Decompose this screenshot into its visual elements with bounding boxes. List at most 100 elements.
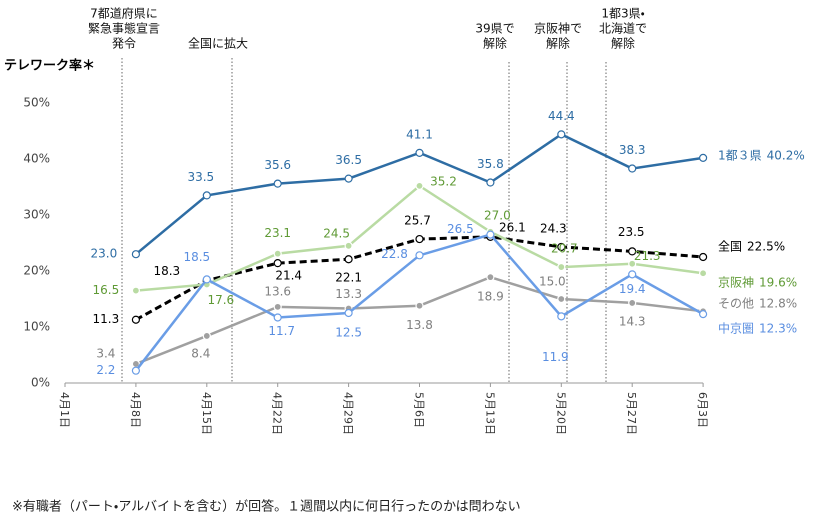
data-point xyxy=(628,164,637,173)
data-point xyxy=(628,247,637,256)
data-point xyxy=(415,181,424,190)
value-label: 3.4 xyxy=(96,346,115,360)
data-point xyxy=(486,273,495,282)
data-point xyxy=(131,286,140,295)
value-label: 35.6 xyxy=(264,158,291,172)
data-point xyxy=(131,250,140,259)
series: 3.4 8.4 13.6 13.3 13.8 18.9 15.0 14.3 その他 12.8% xyxy=(96,273,797,369)
series-name: 1都３県 xyxy=(718,149,762,163)
series: 16.5 17.6 23.1 24.5 35.2 27.0 20.7 21.3 京阪神 19.6% xyxy=(93,174,798,307)
data-point xyxy=(273,249,282,258)
data-point xyxy=(415,251,424,260)
value-label: 12.5 xyxy=(335,326,362,340)
annotation: 全国に拡大 xyxy=(188,37,248,51)
series-name: 全国 xyxy=(718,240,742,254)
y-tick-label: 40% xyxy=(23,152,50,166)
x-tick-label: 6月3日 xyxy=(696,392,709,428)
data-point xyxy=(344,255,353,264)
x-tick-label: 4月1日 xyxy=(58,392,71,428)
annotation: 解除 xyxy=(611,37,635,51)
data-point xyxy=(415,234,424,244)
data-point xyxy=(557,312,566,321)
value-label: 11.3 xyxy=(93,312,120,326)
data-point xyxy=(628,270,637,279)
data-point xyxy=(202,191,211,200)
value-label: 8.4 xyxy=(191,346,210,360)
end-value-label: 12.8% xyxy=(759,297,797,311)
value-label: 22.8 xyxy=(381,247,408,261)
value-label: 2.2 xyxy=(96,363,115,377)
x-tick-label: 4月22日 xyxy=(271,392,284,435)
value-label: 38.3 xyxy=(619,143,646,157)
value-label: 23.5 xyxy=(618,225,645,239)
value-label: 21.4 xyxy=(275,269,302,283)
annotation: 京阪神で xyxy=(534,21,582,36)
value-label: 26.1 xyxy=(499,220,526,234)
data-point xyxy=(486,230,495,239)
annotation: 解除 xyxy=(546,37,570,51)
value-label: 25.7 xyxy=(404,214,431,228)
value-label: 22.1 xyxy=(335,271,362,285)
value-label: 17.6 xyxy=(207,293,234,307)
data-point xyxy=(131,366,140,375)
data-point xyxy=(557,130,566,139)
x-tick-label: 4月29日 xyxy=(342,392,355,435)
data-point xyxy=(344,308,353,318)
x-tick-label: 5月13日 xyxy=(483,392,496,435)
value-label: 14.3 xyxy=(619,314,646,328)
series: 2.2 18.5 11.7 12.5 22.8 26.5 11.9 19.4 中京圏 12.3% xyxy=(96,222,797,377)
value-label: 16.5 xyxy=(93,283,120,297)
series-name: その他 xyxy=(718,297,754,311)
value-label: 11.9 xyxy=(542,350,569,364)
y-axis-label: テレワーク率＊ xyxy=(4,58,95,74)
data-point xyxy=(273,179,282,188)
end-value-label: 22.5% xyxy=(747,240,785,254)
data-point xyxy=(557,262,566,272)
data-point xyxy=(344,174,353,183)
annotation: 北海道で xyxy=(599,22,647,36)
data-point xyxy=(344,241,353,250)
annotation: 緊急事態宣言 xyxy=(88,21,160,36)
x-tick-label: 5月6日 xyxy=(413,392,426,428)
y-tick-label: 50% xyxy=(23,96,50,110)
data-point xyxy=(628,298,637,308)
data-point xyxy=(557,242,566,252)
value-label: 18.3 xyxy=(153,264,180,278)
value-label: 18.5 xyxy=(183,250,210,264)
value-label: 35.2 xyxy=(430,174,457,188)
data-point xyxy=(698,310,708,319)
end-value-label: 19.6% xyxy=(759,276,797,290)
annotation: 39県で xyxy=(475,22,514,36)
value-label: 35.8 xyxy=(477,157,504,171)
data-point xyxy=(698,252,708,262)
value-label: 44.4 xyxy=(548,109,575,123)
value-label: 13.3 xyxy=(335,287,362,301)
end-value-label: 40.2% xyxy=(767,149,805,163)
value-label: 36.5 xyxy=(335,153,362,167)
annotation: 解除 xyxy=(483,37,507,51)
x-tick-label: 4月15日 xyxy=(200,392,213,435)
series: 23.0 33.5 35.6 36.5 41.1 35.8 44.4 38.3 1都３県 40.2… xyxy=(91,109,805,261)
data-point xyxy=(273,302,282,311)
y-tick-label: 20% xyxy=(23,264,50,278)
data-point xyxy=(698,269,708,278)
data-point xyxy=(202,331,211,341)
value-label: 41.1 xyxy=(406,127,433,141)
footnote: ※有職者（パート・アルバイトを含む）が回答。１週間以内に何日行ったのかは問わない xyxy=(12,499,521,515)
value-label: 23.1 xyxy=(264,226,291,240)
value-label: 24.5 xyxy=(323,226,350,240)
series-name: 中京圏 xyxy=(718,321,754,336)
value-label: 18.9 xyxy=(477,290,504,304)
value-label: 33.5 xyxy=(187,170,214,184)
annotation: 7都道府県に xyxy=(90,7,158,21)
end-value-label: 12.3% xyxy=(759,322,797,336)
annotation: 1都3県・ xyxy=(601,7,644,21)
value-label: 26.5 xyxy=(447,222,474,236)
value-label: 13.8 xyxy=(406,318,433,332)
x-tick-label: 5月20日 xyxy=(554,392,567,435)
y-tick-label: 30% xyxy=(23,208,50,222)
value-label: 20.7 xyxy=(551,242,578,256)
value-label: 23.0 xyxy=(91,247,118,261)
